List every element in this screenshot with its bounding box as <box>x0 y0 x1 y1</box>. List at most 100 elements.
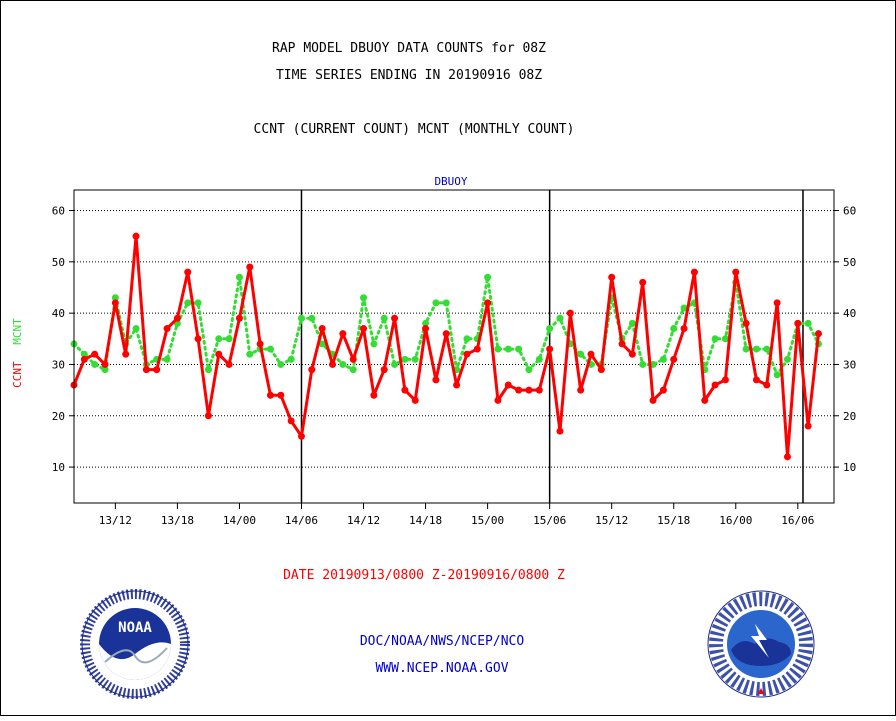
ccnt-point <box>649 396 657 404</box>
mcnt-point <box>628 319 636 327</box>
mcnt-point <box>391 360 399 368</box>
ccnt-point <box>690 268 698 276</box>
ccnt-point <box>618 340 626 348</box>
mcnt-point <box>111 294 119 302</box>
noaa-logo-text: NOAA <box>118 620 152 636</box>
mcnt-series-line <box>72 275 820 377</box>
mcnt-point <box>577 350 585 358</box>
mcnt-point <box>411 355 419 363</box>
ccnt-point <box>608 273 616 281</box>
mcnt-point <box>721 335 729 343</box>
ccnt-point <box>256 340 264 348</box>
mcnt-point <box>225 335 233 343</box>
header-line-1: RAP MODEL DBUOY DATA COUNTS for 08Z <box>272 41 546 56</box>
mcnt-point <box>463 335 471 343</box>
ccnt-point <box>639 278 647 286</box>
ccnt-point <box>763 381 771 389</box>
ccnt-point <box>308 366 316 374</box>
x-tick-label: 14/06 <box>285 514 318 527</box>
ccnt-point <box>432 376 440 384</box>
ccnt-point <box>235 314 243 322</box>
ccnt-point <box>80 355 88 363</box>
mcnt-point <box>235 273 243 281</box>
mcnt-point <box>432 299 440 307</box>
ccnt-point <box>287 417 295 425</box>
ccnt-point <box>297 432 305 440</box>
ccnt-point <box>422 325 430 333</box>
mcnt-point <box>680 304 688 312</box>
ccnt-point <box>680 325 688 333</box>
mcnt-point <box>204 366 212 374</box>
ccnt-point <box>711 381 719 389</box>
mcnt-point <box>494 345 502 353</box>
ccnt-point <box>732 268 740 276</box>
mcnt-point <box>442 299 450 307</box>
mcnt-point <box>773 371 781 379</box>
mcnt-point <box>349 366 357 374</box>
y-tick-label-left: 40 <box>52 307 65 320</box>
ccnt-point <box>391 314 399 322</box>
ccnt-point <box>225 360 233 368</box>
ccnt-point <box>566 309 574 317</box>
ccnt-point <box>721 376 729 384</box>
x-tick-label: 13/12 <box>99 514 132 527</box>
mcnt-point <box>194 299 202 307</box>
ccnt-point <box>670 355 678 363</box>
mcnt-point <box>215 335 223 343</box>
ccnt-point <box>814 330 822 338</box>
ccnt-point <box>101 360 109 368</box>
ccnt-point <box>473 345 481 353</box>
mcnt-point <box>711 335 719 343</box>
mcnt-point <box>184 299 192 307</box>
ccnt-point <box>91 350 99 358</box>
mcnt-point <box>101 366 109 374</box>
ccnt-point <box>525 386 533 394</box>
header-line-3: CCNT (CURRENT COUNT) MCNT (MONTHLY COUNT… <box>254 122 575 137</box>
mcnt-point <box>318 340 326 348</box>
mcnt-point <box>370 340 378 348</box>
ccnt-point <box>173 314 181 322</box>
y-tick-label-left: 50 <box>52 256 65 269</box>
mcnt-point <box>297 314 305 322</box>
mcnt-point <box>546 325 554 333</box>
ccnt-point <box>783 453 791 461</box>
y-tick-label-right: 50 <box>843 256 856 269</box>
y-tick-label-right: 10 <box>843 461 856 474</box>
x-tick-label: 15/00 <box>471 514 504 527</box>
mcnt-point <box>277 360 285 368</box>
mcnt-point <box>515 345 523 353</box>
x-tick-label: 15/12 <box>595 514 628 527</box>
y-tick-label-left: 20 <box>52 410 65 423</box>
x-tick-label: 16/06 <box>781 514 814 527</box>
ccnt-point <box>504 381 512 389</box>
ccnt-point <box>380 366 388 374</box>
y-tick-label-left: 60 <box>52 205 65 218</box>
mcnt-point <box>484 273 492 281</box>
mcnt-point <box>308 314 316 322</box>
ccnt-point <box>494 396 502 404</box>
y-label-ccnt: CCNT <box>11 361 24 388</box>
x-tick-label: 15/06 <box>533 514 566 527</box>
mcnt-point <box>287 355 295 363</box>
mcnt-point <box>246 350 254 358</box>
mcnt-point <box>670 325 678 333</box>
mcnt-point <box>804 319 812 327</box>
ccnt-point <box>597 366 605 374</box>
y-axis-label: CCNT MCNT <box>11 318 24 388</box>
ccnt-point <box>277 391 285 399</box>
ccnt-point <box>742 319 750 327</box>
nws-logo <box>707 590 815 698</box>
ccnt-point <box>411 396 419 404</box>
mcnt-point <box>783 355 791 363</box>
ccnt-point <box>318 325 326 333</box>
ccnt-point <box>246 263 254 271</box>
ccnt-point <box>401 386 409 394</box>
y-tick-label-right: 20 <box>843 410 856 423</box>
noaa-logo: NOAA <box>80 589 190 699</box>
ccnt-point <box>442 330 450 338</box>
mcnt-point <box>659 355 667 363</box>
x-tick-label: 13/18 <box>161 514 194 527</box>
mcnt-point <box>80 350 88 358</box>
